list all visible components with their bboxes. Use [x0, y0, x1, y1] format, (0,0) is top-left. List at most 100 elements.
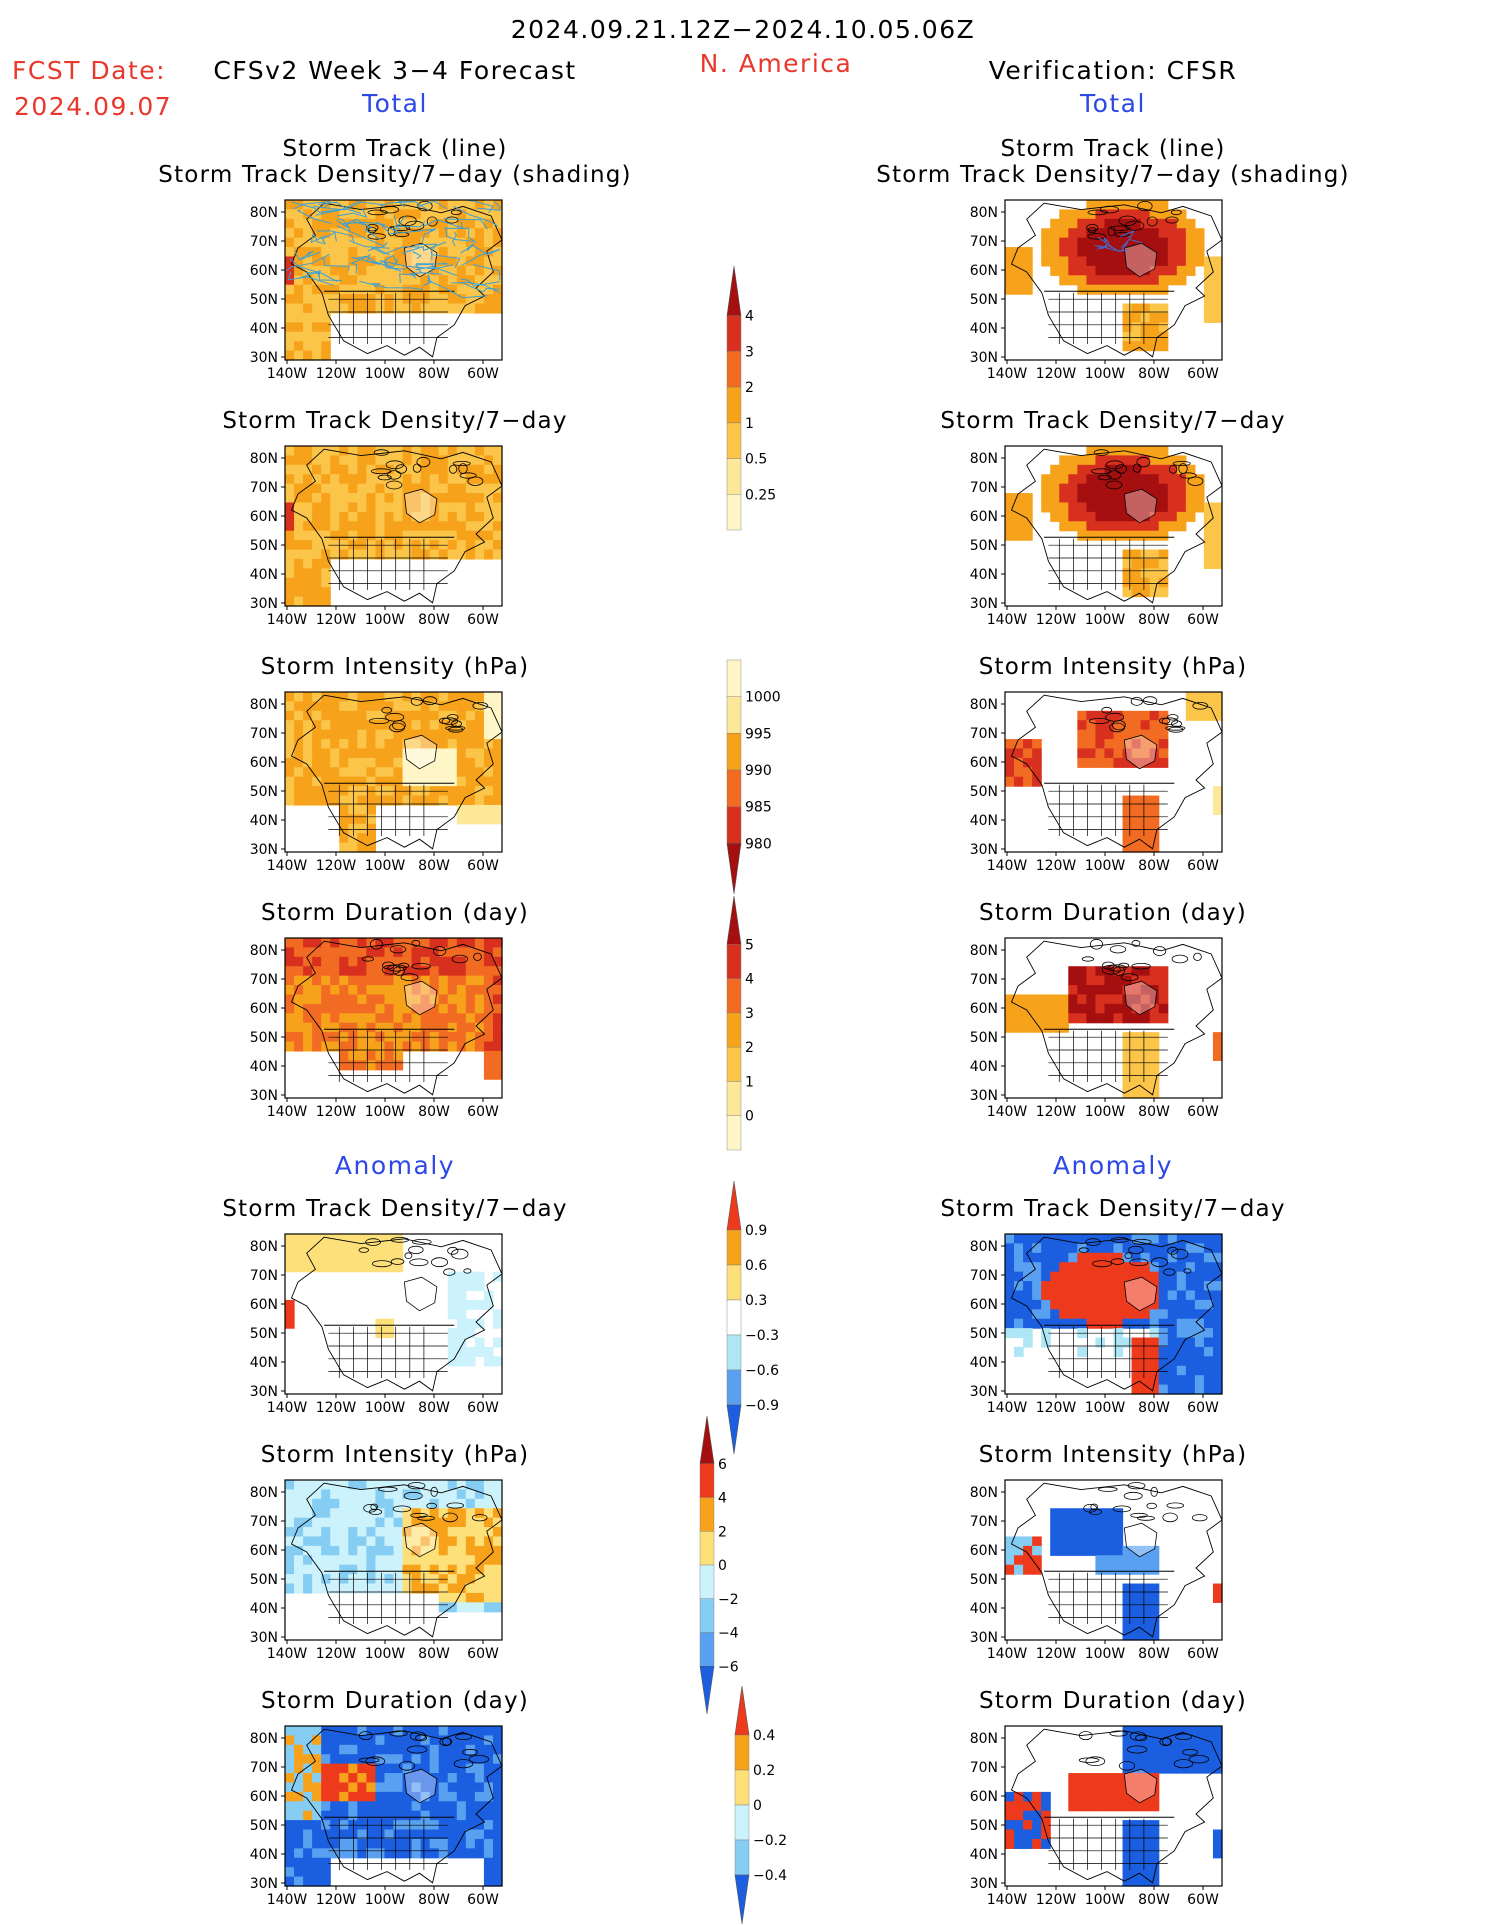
island [445, 216, 459, 224]
field-cell [483, 739, 494, 750]
storm-track-line [453, 205, 498, 227]
field-cell [483, 275, 494, 286]
field-cell [1140, 549, 1151, 560]
field-cell [1005, 1290, 1015, 1301]
lat-label: 70N [250, 234, 278, 250]
field-cell [312, 446, 322, 457]
field-cell [366, 1838, 377, 1849]
field-cell [402, 947, 413, 958]
field-cell [339, 1726, 349, 1737]
field-cell [483, 521, 494, 532]
field-cell [357, 1517, 367, 1528]
field-cell [1149, 1365, 1160, 1376]
field-cell [339, 823, 349, 834]
field-cell [1131, 994, 1142, 1005]
field-cell [1077, 966, 1087, 977]
field-cell [321, 1773, 331, 1784]
field-cell [1086, 284, 1097, 295]
field-cell [1131, 1375, 1142, 1386]
island [373, 449, 389, 456]
field-cell [438, 1838, 449, 1849]
field-cell [1122, 256, 1133, 267]
field-cell [303, 1555, 313, 1566]
field-cell [1140, 1271, 1151, 1282]
field-cell [1104, 1243, 1115, 1254]
fcst-date: 2024.09.07 [14, 92, 172, 121]
field-cell [294, 1252, 304, 1263]
field-cell [1185, 1309, 1196, 1320]
field-cell [1158, 1309, 1169, 1320]
field-cell [402, 1838, 413, 1849]
field-cell [1059, 265, 1069, 276]
field-cell [483, 209, 494, 220]
colorbar-label: −0.4 [753, 1868, 787, 1884]
field-cell [474, 1782, 485, 1793]
field-cell [1005, 247, 1015, 258]
field-cell [303, 502, 313, 513]
field-cell [411, 549, 422, 560]
field-cell [465, 1346, 476, 1357]
field-cell [492, 1867, 503, 1878]
field-cell [294, 521, 304, 532]
field-cell [375, 1829, 386, 1840]
field-cell [375, 228, 386, 239]
field-cell [1032, 1820, 1042, 1831]
colorbar-label: 0 [718, 1558, 727, 1574]
field-cell [402, 966, 413, 977]
field-cell [1131, 1545, 1142, 1556]
field-cell [420, 1810, 431, 1821]
field-cell [339, 521, 349, 532]
field-cell [375, 748, 386, 759]
field-cell [1149, 587, 1160, 598]
field-cell [1059, 1013, 1069, 1024]
field-cell [1086, 275, 1097, 286]
field-cell [339, 938, 349, 949]
field-cell [294, 350, 304, 361]
field-cell [438, 256, 449, 267]
field-cell [438, 720, 449, 731]
field-cell [492, 1848, 503, 1859]
field-cell [402, 795, 413, 806]
map-frame [1004, 1725, 1223, 1887]
field-cell [294, 265, 304, 276]
field-cell [1095, 1252, 1106, 1263]
field-cell [492, 1032, 503, 1043]
field-cell [294, 966, 304, 977]
field-cell [474, 1848, 485, 1859]
field-cell [1131, 1791, 1142, 1802]
field-cell [456, 804, 467, 815]
field-cell [456, 1735, 467, 1746]
field-cell [447, 757, 458, 768]
field-cell [465, 1754, 476, 1765]
field-cell [303, 1489, 313, 1500]
island [447, 1246, 459, 1255]
field-cell [330, 265, 340, 276]
field-cell [483, 966, 494, 977]
field-cell [474, 1735, 485, 1746]
field-cell [294, 1003, 304, 1014]
field-cell [465, 956, 476, 967]
field-cell [411, 1801, 422, 1812]
field-cell [1122, 474, 1133, 485]
lat-label: 60N [250, 1543, 278, 1559]
field-cell [483, 1810, 494, 1821]
field-cell [447, 284, 458, 295]
field-cell [366, 511, 377, 522]
lon-label: 140W [267, 1400, 308, 1416]
field-cell [312, 483, 322, 494]
field-cell [1122, 247, 1133, 258]
field-cell [402, 265, 413, 276]
lon-label: 80W [418, 1646, 450, 1662]
field-cell [429, 1838, 440, 1849]
field-cell [1176, 1744, 1187, 1755]
field-cell [1167, 1234, 1178, 1245]
field-cell [447, 1527, 458, 1538]
field-cell [438, 947, 449, 958]
field-cell [1194, 493, 1205, 504]
field-cell [348, 474, 358, 485]
lon-label: 60W [467, 1400, 499, 1416]
field-cell [492, 446, 503, 457]
field-cell [1176, 1281, 1187, 1292]
